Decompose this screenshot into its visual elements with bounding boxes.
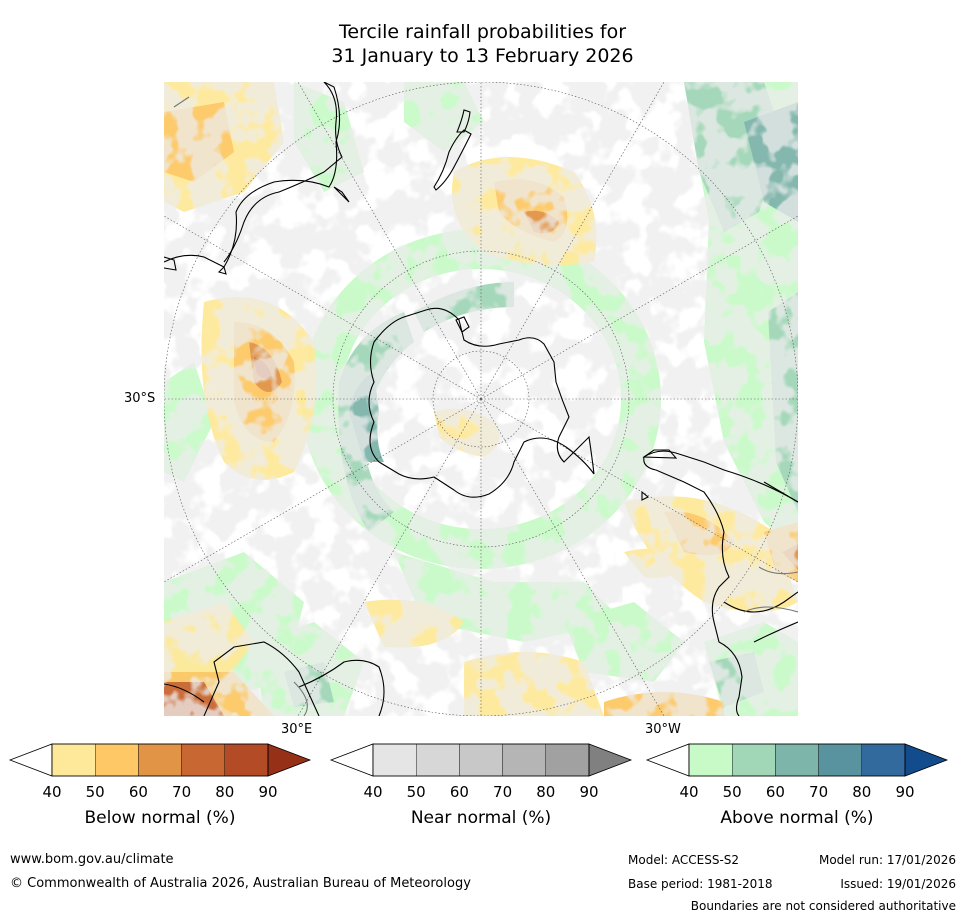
longitude-label-30w: 30°W <box>645 722 681 737</box>
colorbar-above-segment <box>818 743 863 777</box>
colorbar-below-segment <box>94 743 139 777</box>
colorbar-near-low-extension <box>329 743 374 777</box>
colorbar-title-below: Below normal (%) <box>84 808 236 828</box>
coastlines <box>164 82 798 716</box>
colorbar-above-segment <box>688 743 733 777</box>
colorbar-below-outline <box>51 743 269 777</box>
colorbar-below-tick-label: 50 <box>86 783 105 801</box>
colorbar-near-outline <box>372 743 590 777</box>
website-url: www.bom.gov.au/climate <box>10 852 174 867</box>
colorbar-near-segment <box>372 743 417 777</box>
colorbar-above-tick-label: 80 <box>852 783 871 801</box>
colorbar-title-above: Above normal (%) <box>720 808 874 828</box>
base-period: Base period: 1981-2018 <box>628 877 773 891</box>
map-title: Tercile rainfall probabilities for 31 Ja… <box>0 20 965 68</box>
boundary-disclaimer: Boundaries are not considered authoritat… <box>690 899 956 913</box>
model-name: Model: ACCESS-S2 <box>628 853 740 867</box>
longitude-label-30e: 30°E <box>281 722 313 737</box>
colorbar-above-outline <box>688 743 906 777</box>
graticule <box>164 82 798 716</box>
colorbar-above-normal: 40 50 60 70 80 90 <box>645 742 949 802</box>
colorbar-below-tick-label: 60 <box>129 783 148 801</box>
colorbar-above-segment <box>775 743 819 777</box>
colorbar-above-tick-label: 40 <box>679 783 698 801</box>
colorbar-above-low-extension <box>645 743 690 777</box>
colorbar-near-normal: 40 50 60 70 80 90 <box>329 742 633 802</box>
issued-date: Issued: 19/01/2026 <box>840 877 956 891</box>
model-run-date: Model run: 17/01/2026 <box>818 853 956 867</box>
colorbar-title-near: Near normal (%) <box>410 808 552 828</box>
colorbar-above-svg: 40 50 60 70 80 90 <box>645 743 949 801</box>
colorbar-above-high-extension <box>904 743 949 777</box>
colorbar-near-svg: 40 50 60 70 80 90 <box>329 743 633 801</box>
colorbar-above-segment <box>861 743 906 777</box>
colorbar-near-segment <box>502 743 547 777</box>
title-line-2: 31 January to 13 February 2026 <box>331 45 634 67</box>
colorbar-below-tick-label: 70 <box>172 783 191 801</box>
colorbar-below-tick-label: 90 <box>258 783 277 801</box>
title-line-1: Tercile rainfall probabilities for <box>338 21 627 43</box>
colorbar-below-high-extension <box>267 743 312 777</box>
colorbar-above-tick-label: 50 <box>723 783 742 801</box>
colorbar-near-segment <box>415 743 460 777</box>
colorbar-near-tick-label: 60 <box>450 783 469 801</box>
colorbar-below-low-extension <box>8 743 53 777</box>
colorbar-above-tick-label: 60 <box>766 783 785 801</box>
country-borders <box>173 96 798 716</box>
colorbar-near-segment <box>545 743 590 777</box>
colorbar-below-svg: 40 50 60 70 80 90 <box>8 743 312 801</box>
colorbar-near-tick-label: 70 <box>493 783 512 801</box>
colorbar-above-tick-label: 70 <box>809 783 828 801</box>
colorbar-below-segment <box>51 743 96 777</box>
colorbar-near-tick-label: 90 <box>579 783 598 801</box>
colorbar-below-segment <box>181 743 226 777</box>
colorbar-near-tick-label: 40 <box>363 783 382 801</box>
copyright-notice: © Commonwealth of Australia 2026, Austra… <box>10 876 471 891</box>
colorbar-below-tick-label: 40 <box>42 783 61 801</box>
colorbar-near-tick-label: 50 <box>407 783 426 801</box>
colorbar-below-tick-label: 80 <box>215 783 234 801</box>
colorbar-above-tick-label: 90 <box>895 783 914 801</box>
probability-map <box>164 82 798 716</box>
latitude-label-30s: 30°S <box>124 391 156 406</box>
colorbar-below-segment <box>224 743 269 777</box>
colorbar-near-tick-label: 80 <box>536 783 555 801</box>
map-canvas <box>164 82 798 716</box>
colorbar-near-segment <box>459 743 503 777</box>
colorbar-below-normal: 40 50 60 70 80 90 <box>8 742 312 802</box>
colorbar-above-segment <box>731 743 776 777</box>
colorbar-near-high-extension <box>588 743 633 777</box>
colorbar-below-segment <box>138 743 182 777</box>
